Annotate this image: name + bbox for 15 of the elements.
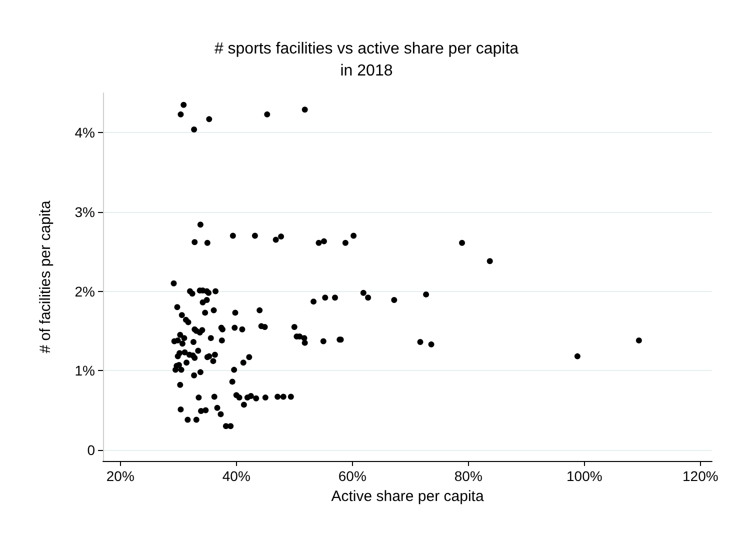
y-tick-label: 4%: [74, 124, 95, 141]
y-tick-label: 0: [87, 442, 96, 458]
y-axis-title: # of facilities per capita: [37, 200, 54, 354]
x-axis-title: Active share per capita: [331, 488, 484, 505]
y-tick-label: 3%: [74, 204, 95, 220]
x-tick-label: 40%: [222, 468, 250, 484]
chart-subtitle: in 2018: [340, 62, 393, 80]
x-tick-label: 120%: [682, 468, 718, 484]
y-tick-label: 2%: [74, 283, 95, 300]
x-tick-label: 20%: [106, 468, 134, 484]
x-tick-label: 60%: [338, 468, 366, 484]
chart-title: # sports facilities vs active share per capita: [214, 40, 519, 58]
x-tick-label: 100%: [566, 468, 602, 484]
x-tick-label: 80%: [454, 468, 482, 484]
y-tick-label: 1%: [74, 362, 95, 379]
